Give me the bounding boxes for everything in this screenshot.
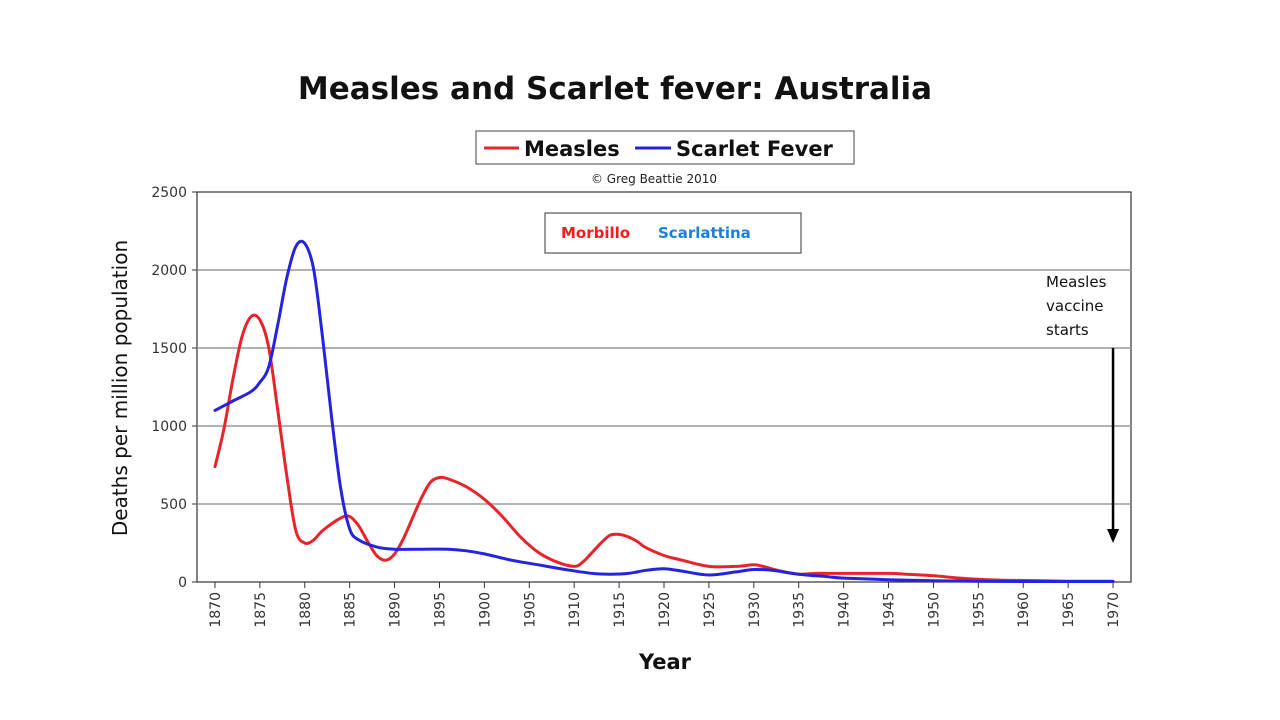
legend: Measles Scarlet Fever (475, 130, 855, 165)
x-axis-label: Year (638, 650, 692, 674)
y-tick-label-500: 500 (160, 497, 187, 513)
y-tick-label-1500: 1500 (151, 341, 187, 357)
x-tick-label-1885: 1885 (343, 592, 359, 628)
chart-title: Measles and Scarlet fever: Australia (298, 71, 932, 107)
inset-label: Morbillo Scarlattina (544, 212, 802, 254)
inset-label-box (544, 212, 802, 254)
x-tick-label-1910: 1910 (567, 592, 583, 628)
x-tick-label-1950: 1950 (926, 592, 942, 628)
series-line-measles (213, 313, 1115, 583)
x-tick-label-1930: 1930 (747, 592, 763, 628)
copyright-text: © Greg Beattie 2010 (591, 172, 717, 186)
gridlines (197, 269, 1131, 505)
x-tick-label-1890: 1890 (388, 592, 404, 628)
x-tick-label-1960: 1960 (1016, 592, 1032, 628)
x-tick-label-1880: 1880 (298, 592, 314, 628)
inset-scarlet-label: Scarlattina (658, 224, 751, 242)
y-axis-ticks: 0 500 1000 1500 2000 2500 (151, 185, 197, 591)
x-tick-label-1935: 1935 (792, 592, 808, 628)
vaccine-annotation: Measles vaccine starts (1046, 273, 1120, 543)
x-tick-label-1925: 1925 (702, 592, 718, 628)
inset-measles-label: Morbillo (561, 224, 630, 242)
annotation-line-1: Measles (1046, 273, 1107, 291)
x-tick-label-1970: 1970 (1106, 592, 1122, 628)
x-tick-label-1895: 1895 (432, 592, 448, 628)
legend-scarlet-label: Scarlet Fever (676, 137, 834, 161)
vaccine-arrow-head (1107, 529, 1120, 543)
x-tick-label-1900: 1900 (477, 592, 493, 628)
svg-text:Morbillo Scarlattina: Morbillo Scarlattina (561, 224, 751, 242)
x-tick-label-1905: 1905 (522, 592, 538, 628)
x-tick-label-1920: 1920 (657, 592, 673, 628)
y-axis-label: Deaths per million population (108, 240, 132, 536)
y-tick-label-2000: 2000 (151, 263, 187, 279)
x-tick-label-1875: 1875 (253, 592, 269, 628)
x-tick-label-1940: 1940 (837, 592, 853, 628)
x-tick-label-1870: 1870 (208, 592, 224, 628)
annotation-line-3: starts (1046, 321, 1089, 339)
x-tick-label-1945: 1945 (882, 592, 898, 628)
legend-measles-label: Measles (524, 137, 620, 161)
y-tick-label-1000: 1000 (151, 419, 187, 435)
series-lines (213, 239, 1115, 584)
x-axis-ticks: 1870 1875 1880 1885 1890 1895 1900 1905 1910 1915… (208, 582, 1122, 628)
annotation-line-2: vaccine (1046, 297, 1103, 315)
y-tick-label-2500: 2500 (151, 185, 187, 201)
series-line-scarlet-fever (213, 239, 1115, 584)
x-tick-label-1955: 1955 (971, 592, 987, 628)
x-tick-label-1965: 1965 (1061, 592, 1077, 628)
y-tick-label-0: 0 (178, 575, 187, 591)
x-tick-label-1915: 1915 (612, 592, 628, 628)
